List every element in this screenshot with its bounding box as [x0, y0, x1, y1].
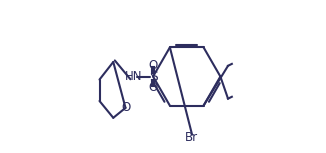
Text: O: O	[121, 101, 130, 114]
Text: S: S	[149, 69, 157, 84]
Text: O: O	[148, 82, 158, 94]
Text: Br: Br	[185, 131, 198, 144]
Text: HN: HN	[125, 70, 142, 83]
Text: O: O	[148, 59, 158, 71]
